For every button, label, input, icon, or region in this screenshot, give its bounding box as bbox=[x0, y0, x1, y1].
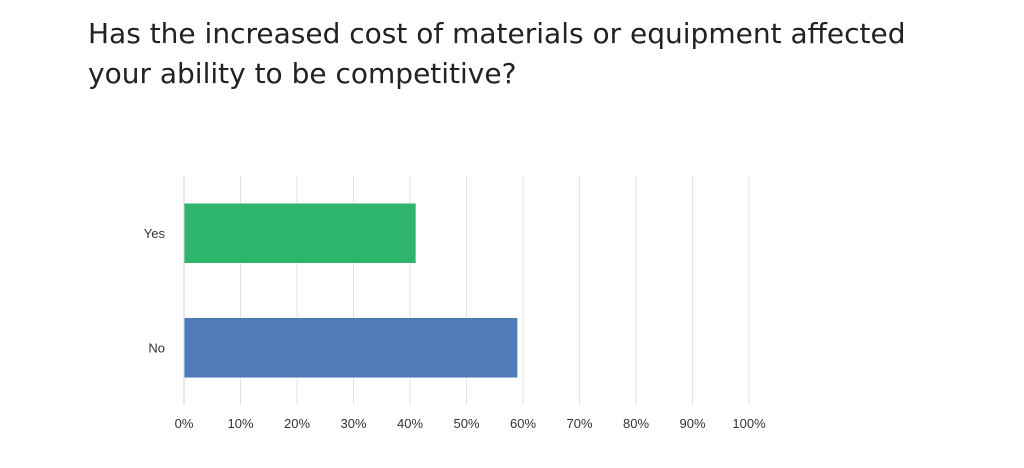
x-tick-label: 100% bbox=[732, 416, 766, 431]
x-tick-label: 90% bbox=[679, 416, 705, 431]
category-label: Yes bbox=[144, 226, 166, 241]
x-tick-label: 20% bbox=[284, 416, 310, 431]
chart-title: Has the increased cost of materials or e… bbox=[88, 17, 906, 90]
category-label: No bbox=[148, 340, 165, 355]
x-tick-label: 0% bbox=[175, 416, 194, 431]
x-tick-label: 10% bbox=[227, 416, 253, 431]
x-tick-label: 40% bbox=[397, 416, 423, 431]
x-tick-label: 50% bbox=[453, 416, 479, 431]
bar-no bbox=[184, 317, 518, 378]
x-tick-label: 80% bbox=[623, 416, 649, 431]
x-tick-label: 30% bbox=[340, 416, 366, 431]
x-tick-label: 70% bbox=[566, 416, 592, 431]
x-tick-label: 60% bbox=[510, 416, 536, 431]
bar-yes bbox=[184, 203, 416, 264]
